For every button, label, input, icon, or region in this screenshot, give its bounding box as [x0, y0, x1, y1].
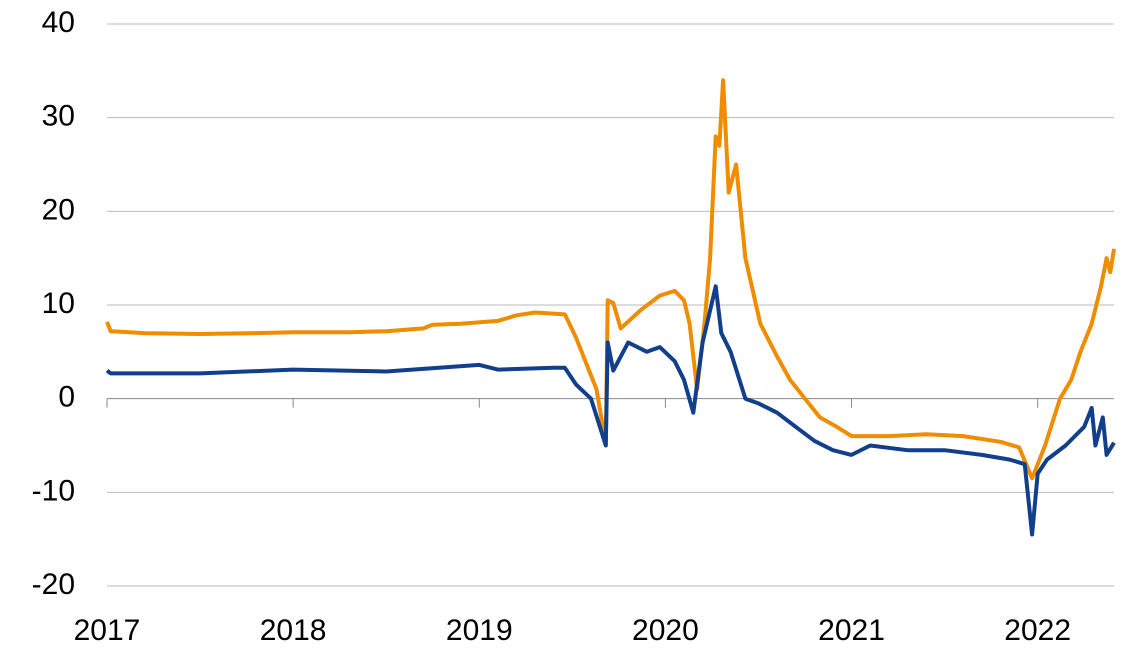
series-line — [105, 284, 1116, 537]
x-tick-label: 2020 — [632, 614, 699, 647]
y-tick-label: -20 — [32, 568, 75, 601]
y-tick-label: 40 — [42, 6, 75, 39]
y-tick-label: -10 — [32, 474, 75, 507]
y-tick-label: 30 — [42, 100, 75, 133]
x-tick-label: 2022 — [1004, 614, 1071, 647]
y-tick-label: 10 — [42, 287, 75, 320]
y-tick-label: 20 — [42, 193, 75, 226]
y-tick-label: 0 — [58, 381, 75, 414]
series-line — [105, 78, 1116, 481]
x-tick-label: 2021 — [818, 614, 885, 647]
x-tick-label: 2019 — [446, 614, 513, 647]
x-tick-label: 2017 — [74, 614, 141, 647]
x-tick-label: 2018 — [260, 614, 327, 647]
